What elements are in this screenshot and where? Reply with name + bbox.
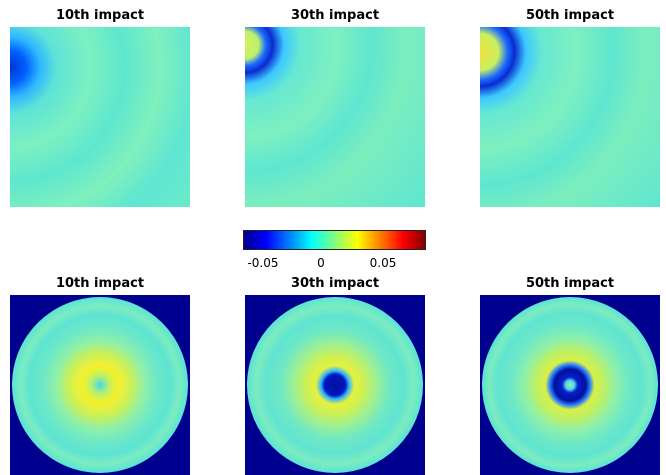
heatmap-top-30: [245, 27, 425, 207]
panel-title-bottom-30: 30th impact: [290, 276, 380, 291]
colorbar-tick-label: -0.05: [247, 256, 279, 270]
panel-title-top-50: 50th impact: [525, 8, 615, 23]
heatmap-top-50: [480, 27, 660, 207]
colorbar-tick-label: 0.05: [369, 256, 397, 270]
heatmap-bottom-10: [10, 295, 190, 475]
panel-title-top-30: 30th impact: [290, 8, 380, 23]
heatmap-bottom-50: [480, 295, 660, 475]
colorbar: [243, 230, 426, 250]
panel-title-bottom-50: 50th impact: [525, 276, 615, 291]
heatmap-top-10: [10, 27, 190, 207]
panel-title-top-10: 10th impact: [55, 8, 145, 23]
panel-title-bottom-10: 10th impact: [55, 276, 145, 291]
colorbar-tick-label: 0: [317, 256, 325, 270]
heatmap-bottom-30: [245, 295, 425, 475]
